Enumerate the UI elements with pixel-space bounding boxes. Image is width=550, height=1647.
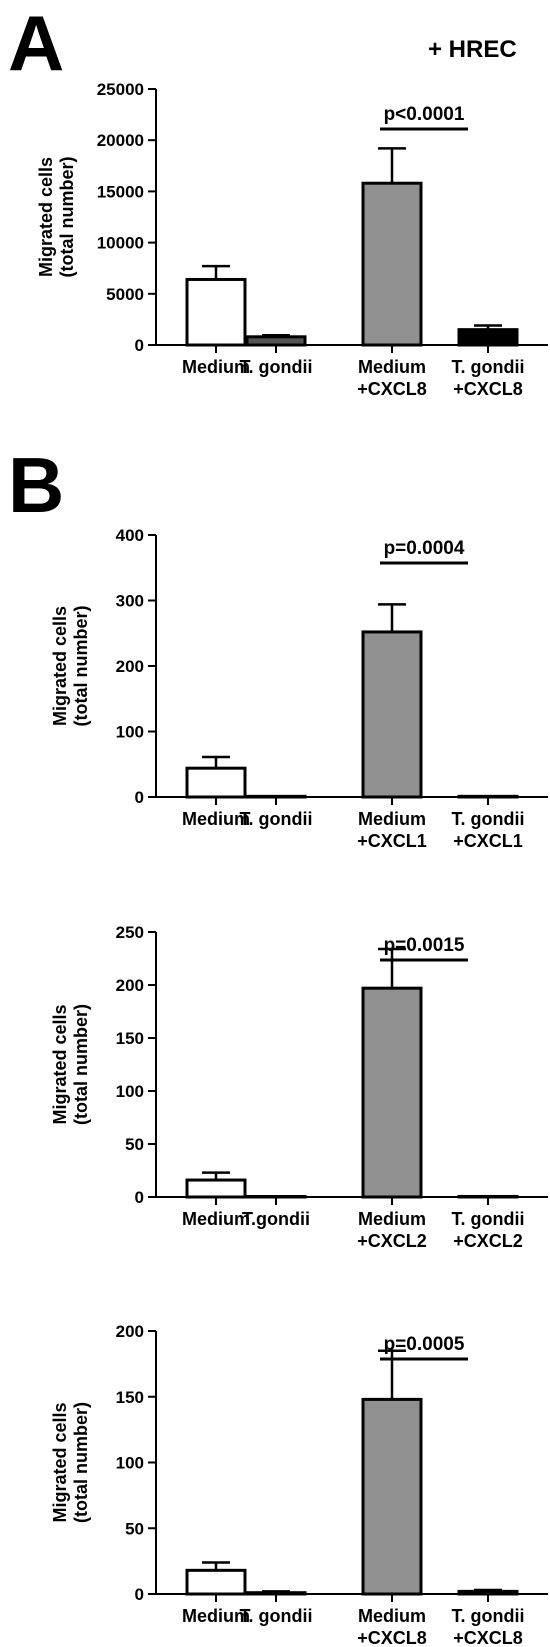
chart-1-category-label: T. gondii [240, 357, 313, 377]
chart-4-y-axis-label: Migrated cells [50, 1402, 70, 1522]
chart-4-category-label: T. gondii [240, 1606, 313, 1626]
chart-2-y-tick-label: 400 [116, 526, 144, 545]
chart-4-bar [361, 1397, 423, 1596]
chart-1-significance-label: p<0.0001 [384, 104, 465, 125]
chart-3-y-tick-label: 200 [116, 976, 144, 995]
chart-2-y-tick-label: 200 [116, 657, 144, 676]
chart-1-category-label: Medium [182, 357, 250, 377]
chart-3-y-tick-label: 150 [116, 1029, 144, 1048]
chart-3-y-tick-label: 100 [116, 1082, 144, 1101]
chart-2-category-label: T. gondii [240, 809, 313, 829]
chart-4-y-tick-label: 200 [116, 1322, 144, 1341]
chart-3-category-label: Medium [358, 1209, 426, 1229]
chart-1-y-tick-label: 0 [135, 336, 144, 355]
chart-3-category-label: T. gondii [452, 1209, 525, 1229]
chart-4-bar [457, 1589, 519, 1596]
panel-a-letter: A [8, 0, 65, 87]
chart-4-category-label: +CXCL8 [453, 1628, 523, 1647]
chart-3-y-tick-label: 250 [116, 923, 144, 942]
panel-b-letter: B [8, 441, 65, 529]
chart-1-bar [457, 328, 519, 347]
chart-1-y-axis-label: Migrated cells [36, 157, 56, 277]
chart-3-category-label: Medium [182, 1209, 250, 1229]
chart-3-bar [457, 1194, 519, 1199]
chart-1-y-tick-label: 25000 [97, 80, 144, 99]
chart-1-y-axis-label: (total number) [57, 157, 77, 278]
panel-a-condition-label: + HREC [428, 36, 517, 63]
chart-1-y-tick-label: 20000 [97, 131, 144, 150]
chart-1-y-tick-label: 10000 [97, 234, 144, 253]
chart-3-category-label: T.gondii [242, 1209, 310, 1229]
chart-1-category-label: +CXCL8 [453, 379, 523, 399]
chart-3-bar [185, 1178, 247, 1199]
chart-1-category-label: Medium [358, 357, 426, 377]
chart-1-bar [361, 181, 423, 347]
chart-4-y-tick-label: 50 [125, 1519, 144, 1538]
chart-3-category-label: +CXCL2 [357, 1231, 427, 1251]
chart-1-category-label: T. gondii [452, 357, 525, 377]
chart-4-y-tick-label: 150 [116, 1388, 144, 1407]
chart-2-y-axis-label: (total number) [71, 606, 91, 727]
chart-4-bar [185, 1568, 247, 1596]
chart-3-y-tick-label: 50 [125, 1135, 144, 1154]
chart-4-y-axis-label: (total number) [71, 1402, 91, 1523]
chart-4-bar [245, 1591, 307, 1596]
chart-2-category-label: Medium [182, 809, 250, 829]
chart-1-y-tick-label: 5000 [106, 285, 144, 304]
chart-4-category-label: T. gondii [452, 1606, 525, 1626]
chart-1-y-tick-label: 15000 [97, 182, 144, 201]
chart-2-bar [185, 766, 247, 799]
chart-2-category-label: T. gondii [452, 809, 525, 829]
chart-3-significance-label: p=0.0015 [384, 935, 465, 956]
chart-2-y-tick-label: 300 [116, 592, 144, 611]
chart-4-significance-label: p=0.0005 [384, 1334, 465, 1355]
chart-4-category-label: Medium [182, 1606, 250, 1626]
chart-3-category-label: +CXCL2 [453, 1231, 523, 1251]
chart-3-y-tick-label: 0 [135, 1188, 144, 1207]
chart-2-y-tick-label: 0 [135, 788, 144, 807]
chart-3-bar [361, 986, 423, 1199]
chart-2-y-tick-label: 100 [116, 723, 144, 742]
chart-3-bar [245, 1195, 307, 1199]
chart-1-bar [245, 335, 307, 347]
chart-4-y-tick-label: 100 [116, 1454, 144, 1473]
chart-3-y-axis-label: (total number) [71, 1004, 91, 1125]
chart-2-category-label: +CXCL1 [453, 831, 523, 851]
chart-2-bar [361, 630, 423, 799]
chart-1-bar [185, 277, 247, 347]
chart-2-significance-label: p=0.0004 [384, 538, 465, 559]
chart-1-category-label: +CXCL8 [357, 379, 427, 399]
chart-3-y-axis-label: Migrated cells [50, 1004, 70, 1124]
chart-2-bar [457, 794, 519, 799]
chart-2-category-label: +CXCL1 [357, 831, 427, 851]
chart-2-bar [245, 794, 307, 799]
chart-4-y-tick-label: 0 [135, 1585, 144, 1604]
chart-4-category-label: +CXCL8 [357, 1628, 427, 1647]
chart-2-category-label: Medium [358, 809, 426, 829]
chart-4-category-label: Medium [358, 1606, 426, 1626]
chart-2-y-axis-label: Migrated cells [50, 606, 70, 726]
